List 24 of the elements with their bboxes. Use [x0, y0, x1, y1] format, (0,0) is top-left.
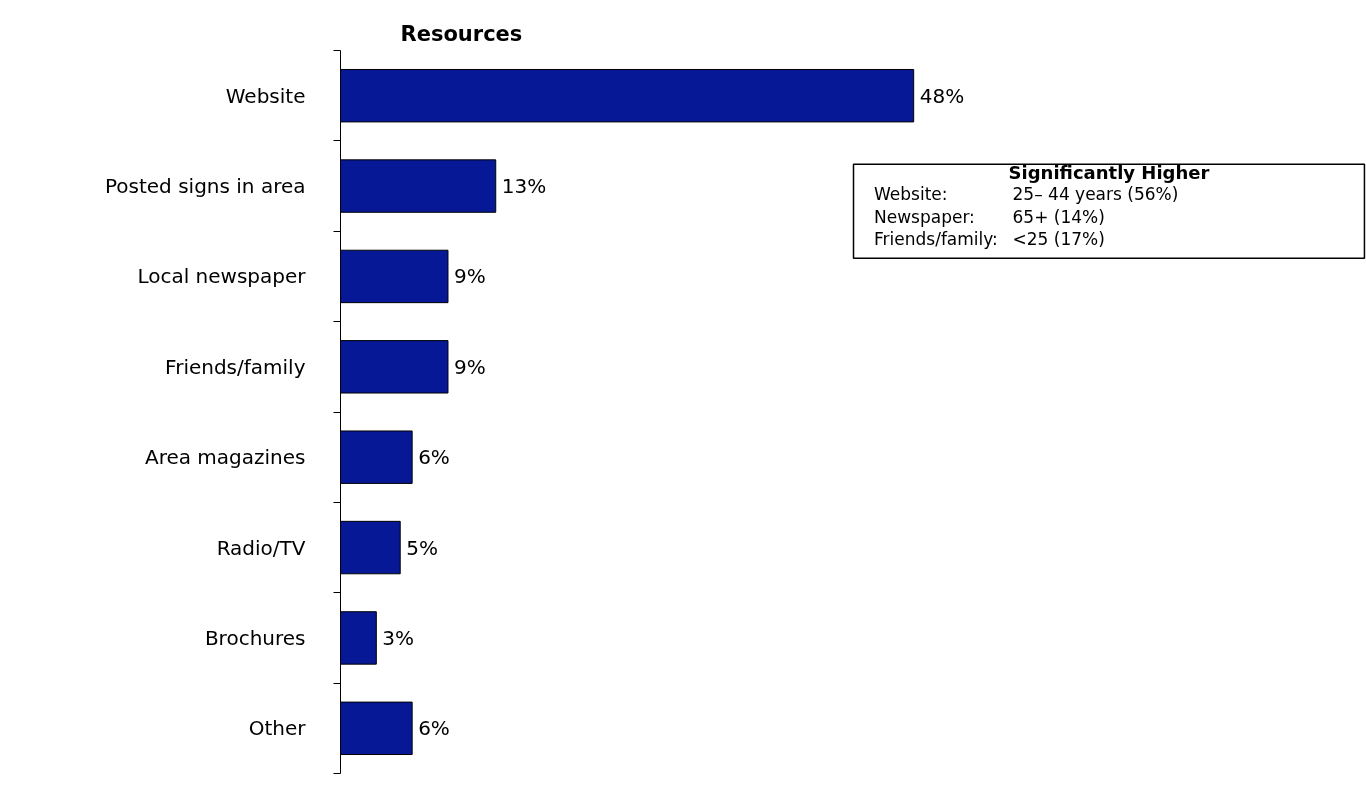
- y-tick-label: Brochures: [204, 625, 306, 650]
- chart-title: Resources: [400, 21, 523, 46]
- data-label: 48%: [919, 83, 965, 108]
- data-label: 5%: [406, 535, 438, 560]
- data-label: 9%: [453, 264, 486, 289]
- annotation: Friends/family:: [874, 229, 998, 250]
- data-label: 9%: [453, 354, 486, 379]
- y-tick-label: Area magazines: [144, 445, 306, 470]
- y-tick-label: Posted signs in area: [104, 174, 306, 199]
- annotation: Website:: [874, 184, 948, 205]
- text: 25– 44 years (56%): [1012, 184, 1179, 205]
- annotation: Newspaper:: [874, 206, 975, 227]
- text: Significantly Higher: [1008, 162, 1210, 184]
- y-tick-label: Other: [248, 716, 307, 741]
- y-tick-label: Radio/TV: [216, 535, 306, 560]
- data-label: 6%: [418, 445, 450, 470]
- y-tick-label: Website: [225, 83, 306, 108]
- y-tick-label: Friends/family: [165, 354, 306, 379]
- data-label: 13%: [501, 174, 547, 199]
- y-tick-label: Local newspaper: [137, 264, 307, 289]
- text: 65+ (14%): [1012, 206, 1105, 227]
- data-label: 6%: [418, 716, 450, 741]
- text: <25 (17%): [1012, 229, 1105, 250]
- data-label: 3%: [382, 625, 415, 650]
